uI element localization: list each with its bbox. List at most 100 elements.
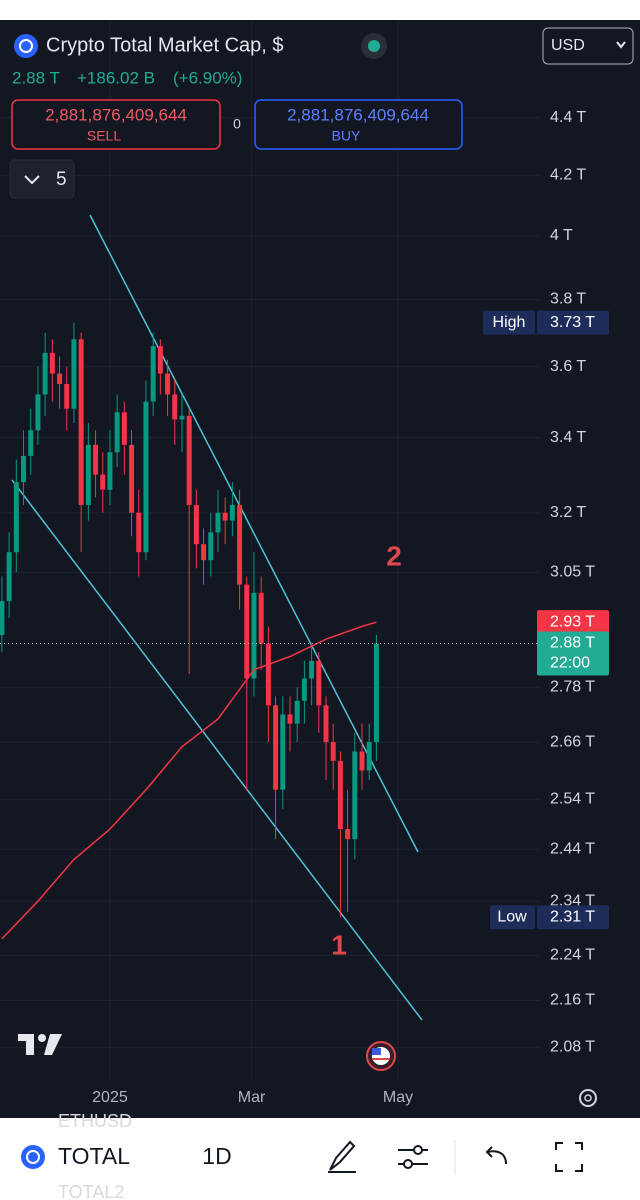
candle-body [121, 412, 127, 445]
interval[interactable]: 1D [202, 1143, 231, 1169]
event-flag [372, 1058, 390, 1060]
buy-price: 2,881,876,409,644 [287, 105, 429, 124]
candle-body [49, 352, 55, 374]
candle-body [301, 678, 307, 701]
low-value: 2.31 T [550, 908, 595, 925]
candle-body [136, 512, 142, 553]
high-box [537, 310, 609, 335]
candle-body [71, 339, 77, 409]
last-countdown: 22:00 [550, 655, 590, 672]
candle-body [352, 751, 358, 840]
chevron [24, 175, 40, 185]
x-tick-label: 2025 [92, 1089, 128, 1106]
last-box [537, 631, 609, 676]
low-text: Low [497, 908, 527, 925]
spread: 0 [233, 116, 241, 132]
trend-line [89, 214, 419, 853]
quote-price: 2.88 T [12, 68, 60, 87]
y-tick-label: 3.6 T [550, 358, 586, 375]
x-tick-label: Mar [238, 1089, 266, 1106]
indicators-toggle[interactable] [9, 159, 75, 199]
toolbar [0, 1118, 640, 1200]
plot [0, 322, 540, 940]
chart-title: Crypto Total Market Cap, $ [46, 34, 284, 56]
settings-icon[interactable] [579, 1089, 597, 1107]
candle-body [21, 455, 27, 483]
candle-body [186, 415, 192, 506]
y-tick-label: 4.4 T [550, 109, 586, 126]
market-status-dot [368, 40, 380, 52]
high-text: High [493, 314, 526, 331]
undo-icon[interactable] [485, 1146, 507, 1165]
candle-body [28, 430, 34, 456]
candle-body [78, 339, 84, 506]
y-tick-label: 2.08 T [550, 1039, 595, 1056]
y-tick-label: 4.2 T [550, 167, 586, 184]
candle-body [0, 601, 5, 635]
low-tag [490, 905, 535, 930]
candle-body [373, 643, 379, 743]
settings-icon [584, 1094, 592, 1102]
candle-body [237, 505, 243, 585]
y-tick-label: 2.24 T [550, 947, 595, 964]
candle-body [359, 751, 365, 771]
x-tick-label: May [383, 1089, 413, 1106]
symbol-icon [14, 34, 38, 58]
candle-body [114, 412, 120, 453]
candle-body [85, 444, 91, 506]
candle-body [330, 742, 336, 761]
candle-body [215, 512, 221, 533]
candle-body [157, 346, 163, 374]
y-tick-label: 3.2 T [550, 504, 586, 521]
ghost-symbol: TOTAL2 [58, 1182, 124, 1200]
candle-body [309, 660, 315, 679]
candle-body [93, 444, 99, 475]
grid [0, 20, 540, 1080]
buy-label: BUY [332, 128, 361, 144]
candle-body [294, 700, 300, 724]
buy-button[interactable] [254, 99, 463, 150]
candle-body [280, 714, 286, 790]
candle-body [179, 415, 185, 420]
symbol[interactable]: TOTAL [58, 1143, 130, 1169]
y-tick-label: 2.78 T [550, 679, 595, 696]
candle-body [323, 705, 329, 743]
y-tick-label: 2.34 T [550, 892, 595, 909]
candle-body [100, 474, 106, 490]
quote-change-pct: (+6.90%) [173, 68, 242, 87]
chevron [616, 41, 626, 49]
candle-body [193, 505, 199, 545]
candle-body [143, 401, 149, 553]
candle-body [6, 552, 12, 602]
draw-icon[interactable] [328, 1140, 356, 1173]
y-tick-label: 3.4 T [550, 429, 586, 446]
candle-body [222, 512, 228, 521]
indicators-count: 5 [56, 169, 67, 190]
annotation: 2 [386, 540, 402, 571]
status-strip [0, 0, 640, 20]
y-tick-label: 2.16 T [550, 992, 595, 1009]
annotation: 1 [331, 929, 347, 960]
candle-body [273, 705, 279, 790]
candle-body [251, 592, 257, 679]
candle-body [129, 444, 135, 513]
candle-body [229, 505, 235, 521]
ma-last-box [537, 610, 609, 635]
candle-body [165, 373, 171, 395]
settings-sliders[interactable] [398, 1145, 428, 1169]
currency-select[interactable] [542, 27, 634, 65]
y-tick-label: 4 T [550, 227, 573, 244]
quote-change: +186.02 B [77, 68, 155, 87]
candle-body [172, 394, 178, 420]
candle-body [57, 373, 63, 384]
event-flag [372, 1048, 381, 1055]
y-tick-label: 2.44 T [550, 840, 595, 857]
sell-button[interactable] [11, 99, 221, 150]
fullscreen-icon[interactable] [555, 1142, 583, 1172]
candle-body [265, 643, 271, 706]
candle-body [316, 660, 322, 706]
candle-body [345, 829, 351, 840]
price-labels: 4.4 T 4.2 T 4 T 3.8 T 3.6 T 3.4 T 3.2 T 3.05 T 2… [92, 109, 609, 1106]
